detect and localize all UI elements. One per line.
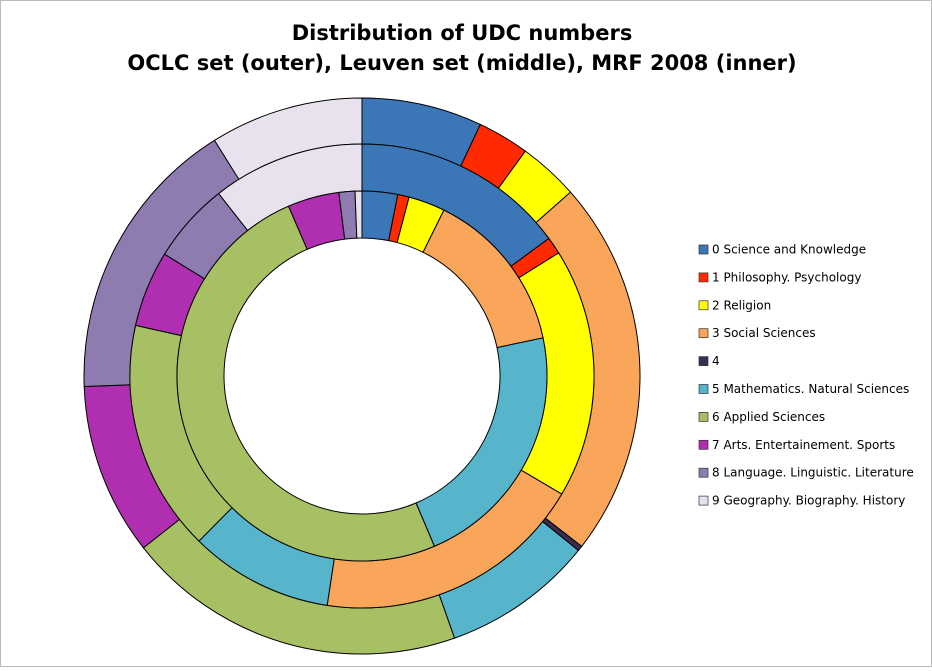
legend-label: 0 Science and Knowledge xyxy=(712,243,866,257)
legend-swatch xyxy=(698,244,709,255)
legend-swatch xyxy=(698,300,709,311)
legend-label: 3 Social Sciences xyxy=(712,326,816,340)
legend-swatch xyxy=(698,412,709,422)
ring-segment xyxy=(176,205,436,562)
legend-swatch xyxy=(698,328,709,339)
legend-swatch xyxy=(698,495,709,506)
legend-swatch xyxy=(698,384,709,394)
chart-title: Distribution of UDC numbers xyxy=(292,21,633,45)
legend-label: 7 Arts. Entertainement. Sports xyxy=(712,438,895,452)
legend-label: 2 Religion xyxy=(712,298,771,312)
legend-label: 9 Geography. Biography. History xyxy=(712,494,905,508)
legend-label: 8 Language. Linguistic. Literature xyxy=(712,466,914,480)
legend-swatch xyxy=(698,272,709,283)
ring-segment xyxy=(354,190,363,239)
legend-swatch xyxy=(698,467,709,478)
legend-swatch xyxy=(698,439,709,450)
legend-swatch xyxy=(698,356,709,366)
legend-label: 1 Philosophy. Psychology xyxy=(712,270,861,284)
chart-subtitle: OCLC set (outer), Leuven set (middle), M… xyxy=(127,51,796,75)
legend-label: 4 xyxy=(712,354,720,368)
legend-label: 5 Mathematics. Natural Sciences xyxy=(712,382,909,396)
legend-label: 6 Applied Sciences xyxy=(712,410,825,424)
